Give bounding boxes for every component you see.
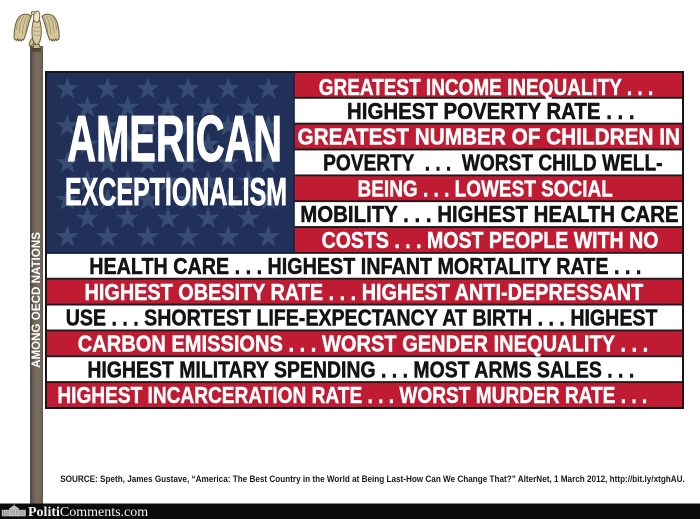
svg-text:SOURCE: Speth, James Gustave,: SOURCE: Speth, James Gustave, “America: … [60, 474, 685, 484]
svg-text:MOBILITY . . . HIGHEST HEALTH: MOBILITY . . . HIGHEST HEALTH CARE [300, 201, 678, 227]
svg-text:PolitiComments.com: PolitiComments.com [28, 505, 148, 519]
svg-text:HIGHEST OBESITY RATE . . . HIG: HIGHEST OBESITY RATE . . . HIGHEST ANTI-… [85, 279, 644, 305]
svg-text:POVERTY . . . WORST CHILD WE: POVERTY . . . WORST CHILD WELL- [323, 151, 662, 176]
svg-text:HIGHEST INCARCERATION RATE . .: HIGHEST INCARCERATION RATE . . . WORST M… [57, 383, 647, 408]
svg-text:EXCEPTIONALISM: EXCEPTIONALISM [65, 169, 287, 213]
svg-text:GREATEST INCOME INEQUALITY . .: GREATEST INCOME INEQUALITY . . . [319, 75, 653, 100]
svg-text:AMERICAN: AMERICAN [67, 103, 282, 175]
svg-text:CARBON EMISSIONS . . . WORST G: CARBON EMISSIONS . . . WORST GENDER INEQ… [78, 330, 648, 357]
svg-text:HIGHEST MILITARY SPENDING . .: HIGHEST MILITARY SPENDING . . . MOST ARM… [87, 357, 634, 383]
svg-text:BEING . . . LOWEST SOCIAL: BEING . . . LOWEST SOCIAL [358, 177, 613, 202]
svg-text:AMONG OECD NATIONS: AMONG OECD NATIONS [31, 232, 43, 368]
svg-text:USE . . . SHORTEST LIFE-EXPECT: USE . . . SHORTEST LIFE-EXPECTANCY AT BI… [66, 305, 658, 331]
svg-text:GREATEST NUMBER OF CHILDREN IN: GREATEST NUMBER OF CHILDREN IN [297, 124, 680, 150]
svg-text:COSTS . . . MOST PEOPLE WITH N: COSTS . . . MOST PEOPLE WITH NO [322, 228, 659, 254]
svg-text:HIGHEST POVERTY RATE . . .: HIGHEST POVERTY RATE . . . [347, 98, 635, 124]
svg-text:HEALTH CARE . . . HIGHEST INFA: HEALTH CARE . . . HIGHEST INFANT MORTALI… [89, 254, 641, 280]
